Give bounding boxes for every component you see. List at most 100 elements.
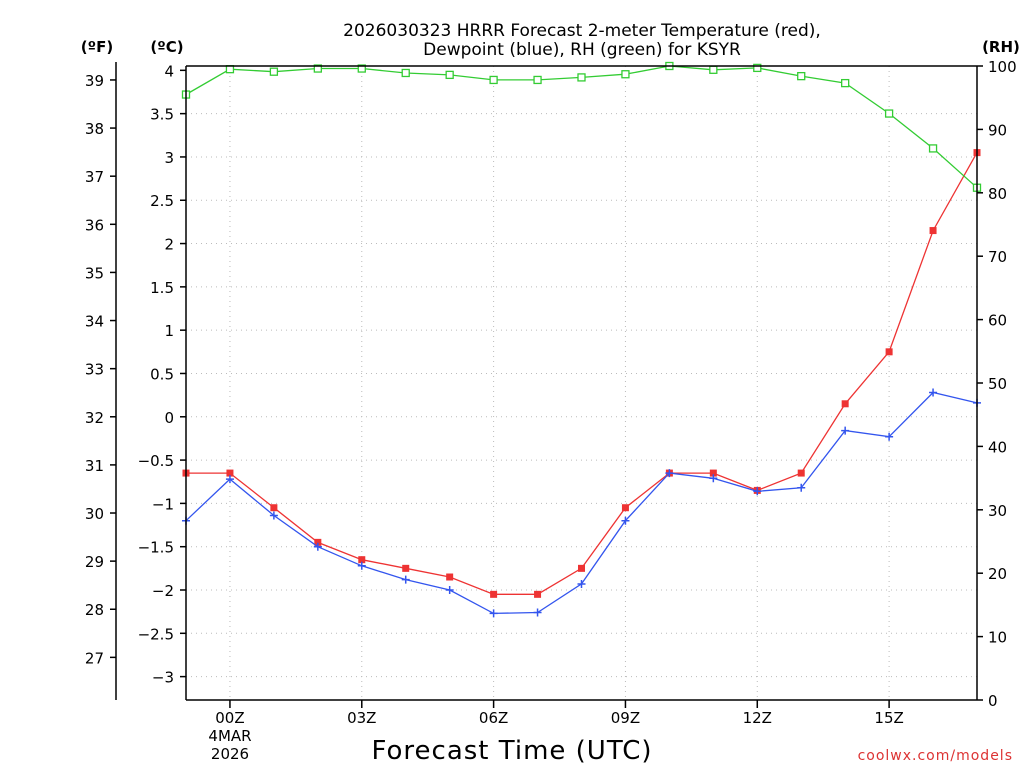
rh-point (533, 75, 542, 85)
celsius-tick-label: 4 (164, 62, 174, 80)
temperature-point (621, 504, 629, 512)
temperature-point (841, 400, 849, 408)
fahrenheit-tick-label: 37 (85, 168, 104, 186)
celsius-tick-label: −2.5 (138, 625, 174, 643)
dewpoint-point (357, 561, 366, 570)
temperature-point (490, 590, 498, 598)
dewpoint-point (489, 609, 498, 618)
fahrenheit-tick-label: 33 (85, 361, 104, 379)
celsius-tick-label: −3 (152, 669, 174, 687)
dewpoint-point (929, 388, 938, 397)
celsius-tick-label: 2.5 (150, 192, 174, 210)
temperature-point (226, 469, 234, 477)
rh-tick-label: 30 (988, 502, 1007, 520)
date-label-year: 2026 (211, 745, 249, 763)
time-tick-label: 15Z (874, 709, 903, 727)
rh-point (401, 68, 410, 78)
rh-tick-label: 0 (988, 692, 998, 710)
rh-unit-label: (RH) (982, 38, 1020, 56)
temperature-point (534, 590, 542, 598)
rh-tick-label: 100 (988, 58, 1017, 76)
fahrenheit-tick-label: 38 (85, 120, 104, 138)
dewpoint-point (313, 542, 322, 551)
celsius-tick-label: 2 (164, 236, 174, 254)
celsius-tick-label: −1.5 (138, 539, 174, 557)
rh-point (709, 65, 718, 74)
data-series (181, 61, 982, 618)
fahrenheit-tick-label: 27 (85, 649, 104, 667)
rh-point (445, 70, 454, 80)
time-axis: 00Z 03Z 06Z 09Z 12Z 15Z (215, 700, 904, 727)
x-axis-title: Forecast Time (UTC) (371, 736, 652, 766)
celsius-tick-label: −2 (152, 582, 174, 600)
celsius-tick-label: −0.5 (138, 452, 174, 470)
dewpoint-point (401, 575, 410, 584)
rh-point (313, 64, 322, 73)
dewpoint-point (269, 511, 278, 520)
fahrenheit-tick-label: 31 (85, 457, 104, 475)
fahrenheit-tick-label: 35 (85, 264, 104, 282)
temperature-point (885, 348, 893, 356)
dewpoint-point (225, 475, 234, 484)
time-tick-label: 03Z (347, 709, 376, 727)
temperature-point (446, 573, 454, 581)
fahrenheit-tick-label: 32 (85, 409, 104, 427)
fahrenheit-tick-label: 28 (85, 601, 104, 619)
rh-point (753, 63, 762, 73)
temperature-point (797, 469, 805, 477)
rh-point (797, 71, 806, 81)
date-label-day: 4MAR (208, 727, 251, 745)
rh-point (577, 73, 586, 82)
celsius-tick-label: 1 (164, 322, 174, 340)
celsius-unit-label: (ºC) (150, 38, 183, 56)
rh-point (841, 78, 850, 88)
chart-title-line1: 2026030323 HRRR Forecast 2-meter Tempera… (343, 21, 821, 41)
fahrenheit-tick-label: 36 (85, 216, 104, 234)
celsius-tick-label: 3 (164, 149, 174, 167)
dewpoint-point (665, 469, 674, 478)
time-tick-label: 06Z (479, 709, 508, 727)
plot-frame (115, 62, 978, 701)
dewpoint-point (577, 579, 586, 588)
rh-tick-label: 40 (988, 438, 1007, 456)
chart-title-line2: Dewpoint (blue), RH (green) for KSYR (423, 40, 741, 60)
temperature-point (929, 227, 937, 235)
rh-tick-label: 50 (988, 375, 1007, 393)
temperature-point (578, 564, 585, 572)
celsius-tick-label: 0.5 (150, 365, 174, 383)
dewpoint-point (885, 432, 894, 441)
celsius-tick-label: 1.5 (150, 279, 174, 297)
temperature-point (402, 564, 410, 572)
rh-point (489, 75, 498, 85)
rh-tick-label: 60 (988, 312, 1007, 330)
rh-point (269, 67, 279, 76)
rh-tick-label: 90 (988, 121, 1007, 139)
celsius-tick-label: 0 (164, 409, 174, 427)
fahrenheit-tick-label: 29 (85, 553, 104, 571)
celsius-tick-label: 3.5 (150, 106, 174, 124)
dewpoint-point (533, 608, 542, 617)
dewpoint-point (709, 474, 718, 483)
grid-lines (186, 66, 977, 700)
temperature-point (358, 556, 366, 564)
dewpoint-point (797, 483, 806, 492)
rh-tick-label: 20 (988, 565, 1007, 583)
temperature-point (709, 469, 717, 477)
celsius-axis: 4 3.5 3 2.5 2 1.5 1 0.5 0 −0.5 −1 −1.5 −2 −2.5 −3 (138, 62, 186, 687)
rh-point (928, 144, 938, 153)
rh-tick-label: 70 (988, 248, 1007, 266)
rh-tick-label: 80 (988, 185, 1007, 203)
time-tick-label: 00Z (215, 709, 244, 727)
fahrenheit-tick-label: 34 (85, 313, 104, 331)
dewpoint-point (445, 586, 454, 595)
temperature-point (270, 504, 278, 512)
temperature-point (314, 538, 322, 546)
celsius-tick-label: −1 (152, 495, 174, 513)
dewpoint-point (841, 426, 850, 435)
fahrenheit-unit-label: (ºF) (81, 38, 113, 56)
fahrenheit-tick-label: 30 (85, 505, 104, 523)
rh-point (884, 109, 894, 118)
rh-point (621, 70, 630, 79)
